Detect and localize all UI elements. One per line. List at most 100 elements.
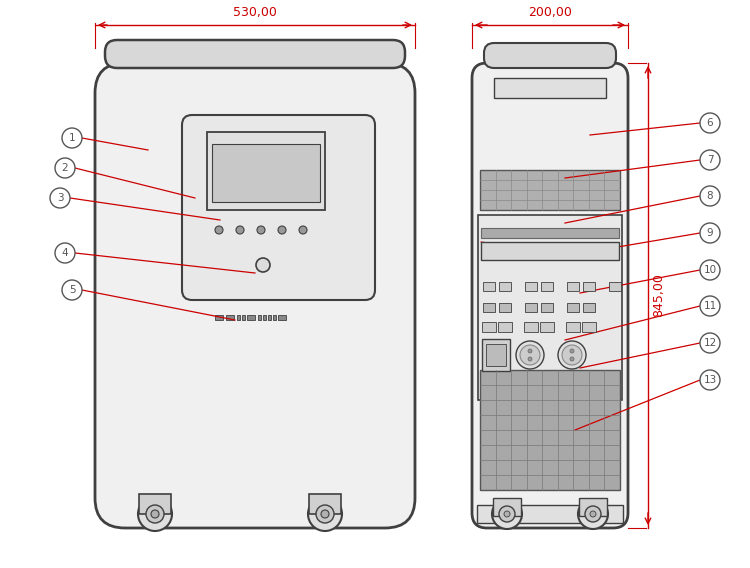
Circle shape [62,280,82,300]
Text: 200,00: 200,00 [528,6,572,19]
Circle shape [257,226,265,234]
Bar [541,303,553,312]
Bar [483,303,495,312]
Bar [273,315,276,320]
Text: 11: 11 [704,301,717,311]
Bar [499,303,511,312]
Text: 10: 10 [704,265,716,275]
Circle shape [528,357,532,361]
Text: 5: 5 [69,285,75,295]
Circle shape [499,506,515,522]
Circle shape [562,345,582,365]
Bar [278,315,286,320]
Circle shape [236,226,244,234]
Bar [480,170,620,210]
Text: 845,00: 845,00 [652,274,665,318]
Bar [524,322,538,332]
Bar [258,315,261,320]
Circle shape [50,188,70,208]
Bar [494,78,606,98]
Ellipse shape [529,172,571,188]
Circle shape [215,226,223,234]
Circle shape [516,341,544,369]
Text: 13: 13 [704,375,717,385]
Text: 8: 8 [706,191,713,201]
Text: 7: 7 [706,155,713,165]
Circle shape [308,497,342,531]
Bar [486,344,506,366]
Circle shape [492,499,522,529]
FancyBboxPatch shape [484,43,616,68]
Circle shape [62,128,82,148]
Bar [309,494,341,514]
Circle shape [151,510,159,518]
Circle shape [700,113,720,133]
Text: 3: 3 [57,193,63,203]
Circle shape [700,370,720,390]
Bar [583,282,595,291]
Bar [482,339,510,371]
Bar [567,303,579,312]
Bar [499,282,511,291]
FancyBboxPatch shape [105,40,405,68]
Circle shape [55,243,75,263]
Circle shape [528,349,532,353]
Circle shape [520,345,540,365]
Bar [567,282,579,291]
Bar [540,322,554,332]
Circle shape [700,186,720,206]
Circle shape [700,333,720,353]
Bar [482,322,496,332]
Circle shape [700,223,720,243]
Bar [477,505,623,523]
Bar [609,282,621,291]
Bar [242,315,245,320]
Bar [207,132,325,210]
Bar [481,228,619,238]
Bar [139,494,171,514]
Circle shape [700,260,720,280]
Text: 12: 12 [704,338,717,348]
Circle shape [146,505,164,523]
Circle shape [138,497,172,531]
Text: 2: 2 [62,163,68,173]
Bar [525,282,537,291]
Circle shape [256,258,270,272]
Bar [582,322,596,332]
Bar [579,498,607,516]
Circle shape [590,511,596,517]
Circle shape [700,150,720,170]
Bar [483,282,495,291]
Bar [263,315,266,320]
Circle shape [570,349,574,353]
FancyBboxPatch shape [95,63,415,528]
Circle shape [570,357,574,361]
Bar [583,303,595,312]
Text: 1: 1 [69,133,75,143]
Bar [493,498,521,516]
Circle shape [321,510,329,518]
Circle shape [278,226,286,234]
Bar [525,303,537,312]
Bar [481,242,619,260]
Bar [498,322,512,332]
FancyBboxPatch shape [472,63,628,528]
Circle shape [578,499,608,529]
Circle shape [316,505,334,523]
Circle shape [585,506,601,522]
Circle shape [558,341,586,369]
Circle shape [504,511,510,517]
Circle shape [55,158,75,178]
Bar [478,215,622,400]
Bar [237,315,240,320]
Circle shape [299,226,307,234]
Bar [212,144,320,202]
Text: 530,00: 530,00 [233,6,277,19]
Bar [541,282,553,291]
Text: 4: 4 [62,248,68,258]
FancyBboxPatch shape [182,115,375,300]
Bar [268,315,271,320]
Bar [226,315,234,320]
Circle shape [700,296,720,316]
Bar [566,322,580,332]
